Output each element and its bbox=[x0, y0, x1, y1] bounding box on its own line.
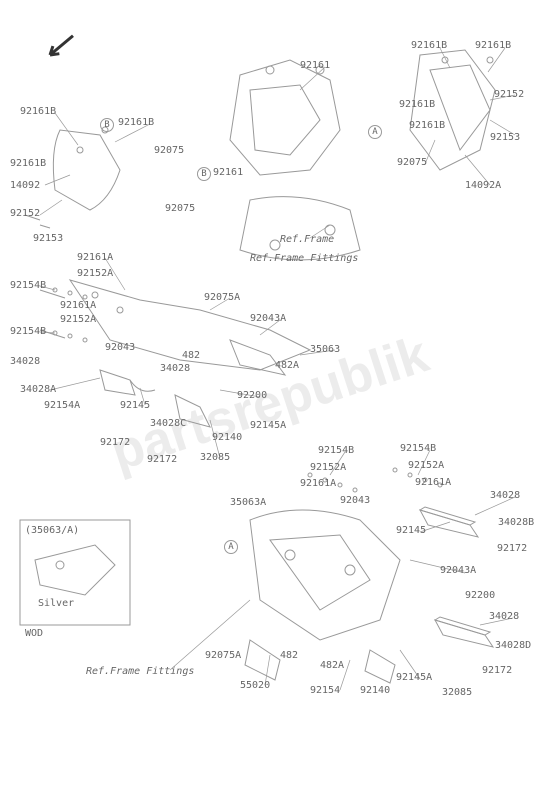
callout-92161A-2: 92161A bbox=[60, 300, 96, 311]
callout-92145A-1: 92145A bbox=[250, 420, 286, 431]
callout-RefFrameFit2: Ref.Frame Fittings bbox=[86, 666, 194, 677]
callout-35063-1: 35063 bbox=[310, 344, 340, 355]
callout-A-1: A bbox=[368, 125, 382, 139]
callout-92161A-3: 92161A bbox=[300, 478, 336, 489]
callout-92043-1: 92043 bbox=[105, 342, 135, 353]
callout-92043-2: 92043 bbox=[340, 495, 370, 506]
callout-92152A-2: 92152A bbox=[60, 314, 96, 325]
callout-92145-2: 92145 bbox=[396, 525, 426, 536]
callout-34028-2: 34028 bbox=[160, 363, 190, 374]
callout-34028C-1: 34028C bbox=[150, 418, 186, 429]
callout-92161A-4: 92161A bbox=[415, 477, 451, 488]
callout-34028B-1: 34028B bbox=[498, 517, 534, 528]
callout-92161B-3: 92161B bbox=[411, 40, 447, 51]
callout-92075A-1: 92075A bbox=[204, 292, 240, 303]
callout-482-1: 482 bbox=[182, 350, 200, 361]
callout-34028-3: 34028 bbox=[490, 490, 520, 501]
callout-92075-1: 92075 bbox=[154, 145, 184, 156]
callout-RefFrame: Ref.Frame bbox=[280, 234, 334, 245]
callout-92152A-3: 92152A bbox=[310, 462, 346, 473]
callout-34028D-1: 34028D bbox=[495, 640, 531, 651]
callout-92145-1: 92145 bbox=[120, 400, 150, 411]
callout-482A-2: 482A bbox=[320, 660, 344, 671]
callout-92152-1: 92152 bbox=[494, 89, 524, 100]
callout-92154B-1: 92154B bbox=[10, 280, 46, 291]
callout-92161A-1: 92161A bbox=[77, 252, 113, 263]
upper-assembly bbox=[25, 50, 495, 260]
callout-92200-1: 92200 bbox=[237, 390, 267, 401]
callout-14092A-1: 14092A bbox=[465, 180, 501, 191]
callout-A-2: A bbox=[224, 540, 238, 554]
callout-92154B-2: 92154B bbox=[10, 326, 46, 337]
callout-92140-2: 92140 bbox=[360, 685, 390, 696]
callout-92154B-4: 92154B bbox=[400, 443, 436, 454]
callout-92154B-3: 92154B bbox=[318, 445, 354, 456]
callout-B-2: B bbox=[197, 167, 211, 181]
callout-482A-1: 482A bbox=[275, 360, 299, 371]
callout-55020-1: 55020 bbox=[240, 680, 270, 691]
callout-92161B-7: 92161B bbox=[10, 158, 46, 169]
callout-92140-1: 92140 bbox=[212, 432, 242, 443]
callout-92153-1: 92153 bbox=[490, 132, 520, 143]
callout-34028-1: 34028 bbox=[10, 356, 40, 367]
callout-92152A-1: 92152A bbox=[77, 268, 113, 279]
callout-92161B-6: 92161B bbox=[409, 120, 445, 131]
callout-92200-2: 92200 bbox=[465, 590, 495, 601]
callout-35063A-1: 35063A bbox=[230, 497, 266, 508]
callout-92172-4: 92172 bbox=[482, 665, 512, 676]
callout-92161B-4: 92161B bbox=[475, 40, 511, 51]
callout-92152A-4: 92152A bbox=[408, 460, 444, 471]
callout-32085-2: 32085 bbox=[442, 687, 472, 698]
inset-note: WOD bbox=[25, 628, 43, 639]
callout-482-2: 482 bbox=[280, 650, 298, 661]
callout-92161B-5: 92161B bbox=[399, 99, 435, 110]
callout-92043A-1: 92043A bbox=[250, 313, 286, 324]
callout-92043A-2: 92043A bbox=[440, 565, 476, 576]
callout-34028A-1: 34028A bbox=[20, 384, 56, 395]
callout-B-1: B bbox=[100, 118, 114, 132]
callout-RefFrameFit1: Ref.Frame Fittings bbox=[250, 253, 358, 264]
inset-color: Silver bbox=[38, 598, 74, 609]
callout-92154-1: 92154 bbox=[310, 685, 340, 696]
callout-14092-1: 14092 bbox=[10, 180, 40, 191]
inset-partnum: (35063/A) bbox=[25, 525, 79, 536]
direction-arrow bbox=[47, 32, 76, 59]
callout-34028-4: 34028 bbox=[489, 611, 519, 622]
callout-92161-1: 92161 bbox=[300, 60, 330, 71]
callout-92075-3: 92075 bbox=[165, 203, 195, 214]
callout-92154A-1: 92154A bbox=[44, 400, 80, 411]
callout-92161-2: 92161 bbox=[213, 167, 243, 178]
callout-32085-1: 32085 bbox=[200, 452, 230, 463]
callout-92161B-2: 92161B bbox=[118, 117, 154, 128]
callout-92075-2: 92075 bbox=[397, 157, 427, 168]
callout-92145A-2: 92145A bbox=[396, 672, 432, 683]
callout-92172-2: 92172 bbox=[147, 454, 177, 465]
callout-92172-3: 92172 bbox=[497, 543, 527, 554]
callout-92153-2: 92153 bbox=[33, 233, 63, 244]
callout-92075A-2: 92075A bbox=[205, 650, 241, 661]
callout-92152-2: 92152 bbox=[10, 208, 40, 219]
callout-92161B-1: 92161B bbox=[20, 106, 56, 117]
callout-92172-1: 92172 bbox=[100, 437, 130, 448]
